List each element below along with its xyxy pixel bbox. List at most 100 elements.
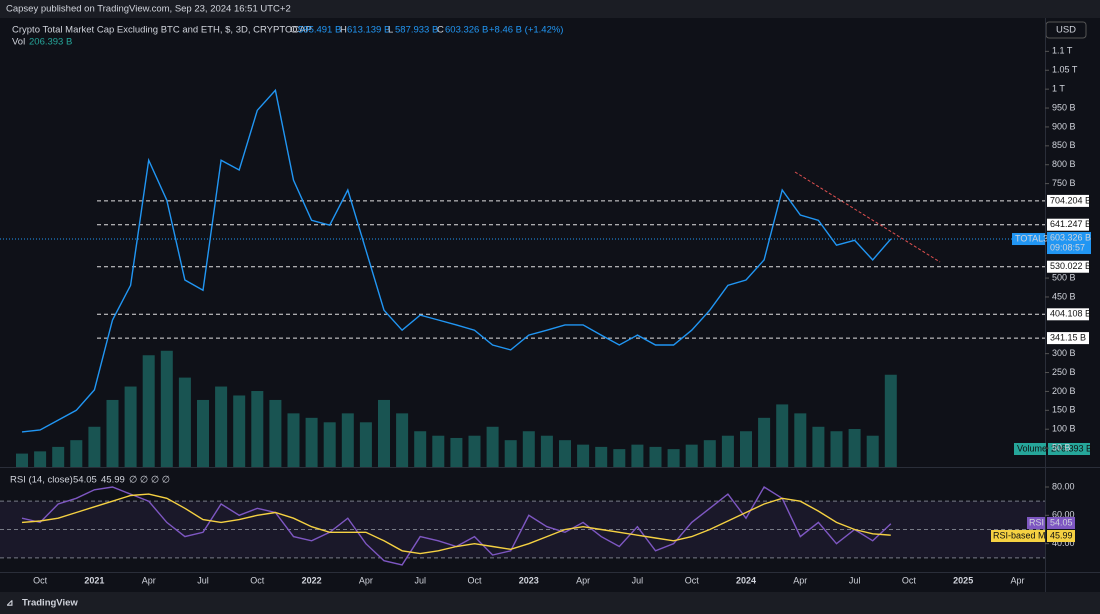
x-tick-label: Apr [1010, 575, 1024, 585]
rsi-extras: ∅ ∅ ∅ ∅ [129, 475, 170, 486]
volume-bar [794, 413, 807, 467]
symbol: Crypto Total Market Cap Excluding BTC an… [12, 25, 312, 36]
rsi-name-box [1027, 517, 1045, 529]
level-label-box [1047, 218, 1089, 231]
level-label-box [1047, 308, 1089, 321]
volume-bar [884, 374, 897, 467]
rsi-title: RSI (14, close) [10, 475, 73, 486]
change: +8.46 B (+1.42%) [489, 25, 563, 36]
x-tick-label: Apr [576, 575, 590, 585]
volume-bar [251, 391, 264, 467]
volume-bar [432, 435, 445, 467]
volume-bar [341, 413, 354, 467]
rsi-name: RSI [1029, 517, 1044, 527]
last-price-box [1047, 232, 1091, 255]
volume-bar [142, 355, 155, 467]
volume-bar [378, 399, 390, 467]
volume-bar [88, 426, 101, 467]
y-tick-label: 750 B [1052, 178, 1076, 188]
y-tick-label: 850 B [1052, 140, 1076, 150]
footer [0, 592, 1100, 614]
volume-bar [613, 449, 626, 467]
y-tick-label: 300 B [1052, 348, 1076, 358]
close: 603.326 B [445, 25, 488, 36]
close-label: C [437, 25, 444, 36]
last-name: TOTAL3 [1015, 233, 1048, 243]
volume-bar [16, 453, 28, 467]
rsi-value: 45.99 [1050, 530, 1073, 540]
volume-bar [776, 404, 789, 467]
volume-bar [504, 440, 517, 467]
y-tick-label: 500 B [1052, 272, 1076, 282]
x-tick-label: Jul [197, 575, 209, 585]
volume-value-box [1048, 443, 1090, 455]
volume-bar [233, 395, 246, 467]
low-label: L [388, 25, 393, 36]
volume-bar [106, 399, 119, 467]
x-tick-label: Oct [250, 575, 265, 585]
rsi-value-box [1047, 517, 1075, 529]
volume-bar [215, 386, 228, 467]
volume-bar [323, 422, 336, 467]
level-label: 704.204 B [1050, 195, 1091, 205]
volume-bar [52, 446, 65, 467]
x-tick-label: Jul [849, 575, 861, 585]
y-tick-label: 150 B [1052, 405, 1076, 415]
volume-bar [124, 386, 137, 467]
volume-bar [667, 449, 680, 467]
open: 595.491 B [298, 25, 341, 36]
y-tick-label: 1 T [1052, 84, 1065, 94]
x-tick-label: 2023 [519, 575, 539, 585]
y-tick-label: 200 B [1052, 386, 1076, 396]
logo: ⊿ [6, 597, 14, 607]
volume-bar [685, 444, 698, 467]
x-tick-label: Apr [793, 575, 807, 585]
high-label: H [340, 25, 347, 36]
x-tick-label: Oct [685, 575, 700, 585]
x-tick-label: Oct [902, 575, 917, 585]
volume-bar [848, 429, 861, 467]
volume-bar [740, 431, 752, 467]
countdown: 09:08:57 [1050, 242, 1085, 252]
rsi-header-value: 45.99 [101, 475, 125, 486]
volume-bar [649, 446, 662, 467]
rsi-name-box [991, 530, 1045, 542]
volume-bar [70, 440, 83, 467]
volume-bar [631, 444, 644, 467]
y-tick-label: 100 B [1052, 424, 1076, 434]
x-tick-label: 2022 [302, 575, 322, 585]
volume-bar [577, 444, 590, 467]
x-tick-label: 2025 [953, 575, 973, 585]
volume-bar [359, 422, 372, 467]
low: 587.933 B [395, 25, 438, 36]
y-tick-label: 1.05 T [1052, 65, 1078, 75]
x-tick-label: Jul [632, 575, 644, 585]
x-tick-label: Apr [142, 575, 156, 585]
rsi-name: RSI-based MA [993, 530, 1052, 540]
volume-bar [758, 417, 771, 467]
volume-bar [178, 377, 191, 467]
y-tick-label: 60.00 [1052, 510, 1075, 520]
volume-bar [450, 437, 463, 467]
volume-bar [287, 413, 300, 467]
volume-bar [812, 426, 825, 467]
volume-bar [866, 435, 879, 467]
trend-line [794, 171, 941, 263]
last-name-box [1012, 233, 1045, 246]
y-tick-label: 250 B [1052, 367, 1076, 377]
volume-bar [830, 431, 843, 467]
high: 613.139 B [347, 25, 390, 36]
currency[interactable]: USD [1056, 25, 1076, 36]
level-label: 404.108 B [1050, 309, 1091, 319]
y-tick-label: 40.00 [1052, 538, 1075, 548]
volume-bar [269, 399, 282, 467]
rsi-value-box [1047, 530, 1075, 542]
rsi-header-value: 54.05 [73, 475, 97, 486]
volume-bar [396, 413, 409, 467]
y-tick-label: 450 B [1052, 291, 1076, 301]
volume-bar [703, 440, 716, 467]
y-tick-label: 80.00 [1052, 481, 1075, 491]
